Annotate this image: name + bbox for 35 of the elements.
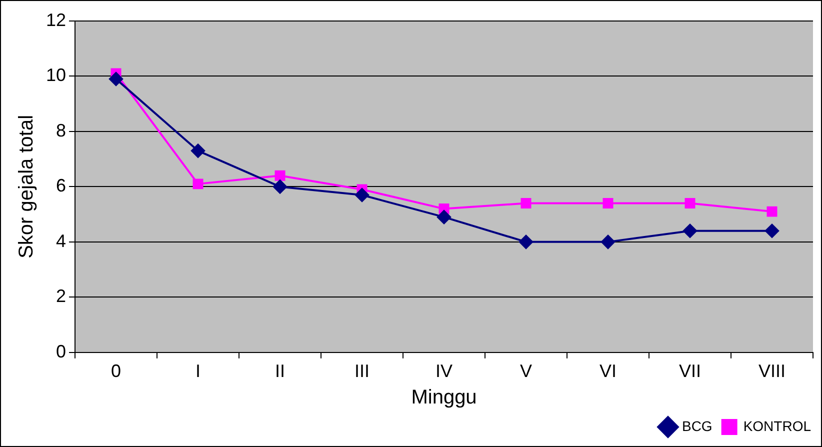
point <box>602 198 614 209</box>
x-tick-label: I <box>196 361 201 382</box>
legend-label: BCG <box>682 418 712 434</box>
point <box>684 198 696 209</box>
x-tick-label: VI <box>600 361 617 382</box>
y-tick-label: 6 <box>56 176 66 196</box>
point <box>192 178 204 190</box>
x-tick-label: V <box>520 361 532 382</box>
point <box>437 210 452 224</box>
y-tick-label: 8 <box>56 120 66 140</box>
point <box>191 144 206 158</box>
x-tick-label: VIII <box>758 361 786 382</box>
point <box>601 234 616 249</box>
y-tick-label: 0 <box>56 341 66 362</box>
legend-label: KONTROL <box>743 418 812 434</box>
y-tick-label: 12 <box>46 10 66 30</box>
y-tick-label: 10 <box>46 65 66 86</box>
y-tick-label: 4 <box>56 230 66 251</box>
x-tick-label: III <box>354 361 370 382</box>
x-tick-label: II <box>275 361 286 382</box>
y-tick-label: 2 <box>56 286 66 306</box>
x-axis-title: Minggu <box>411 386 477 409</box>
point <box>109 72 124 86</box>
y-axis-title: Skor gejala total <box>16 114 38 258</box>
point <box>683 224 698 238</box>
x-tick-label: 0 <box>111 361 122 382</box>
point <box>765 224 779 238</box>
point <box>519 234 534 249</box>
point <box>355 188 370 202</box>
point <box>766 206 778 217</box>
point <box>274 170 286 181</box>
point <box>273 180 288 194</box>
point <box>520 198 532 209</box>
x-tick-label: VII <box>678 361 702 382</box>
x-tick-label: IV <box>436 361 453 382</box>
